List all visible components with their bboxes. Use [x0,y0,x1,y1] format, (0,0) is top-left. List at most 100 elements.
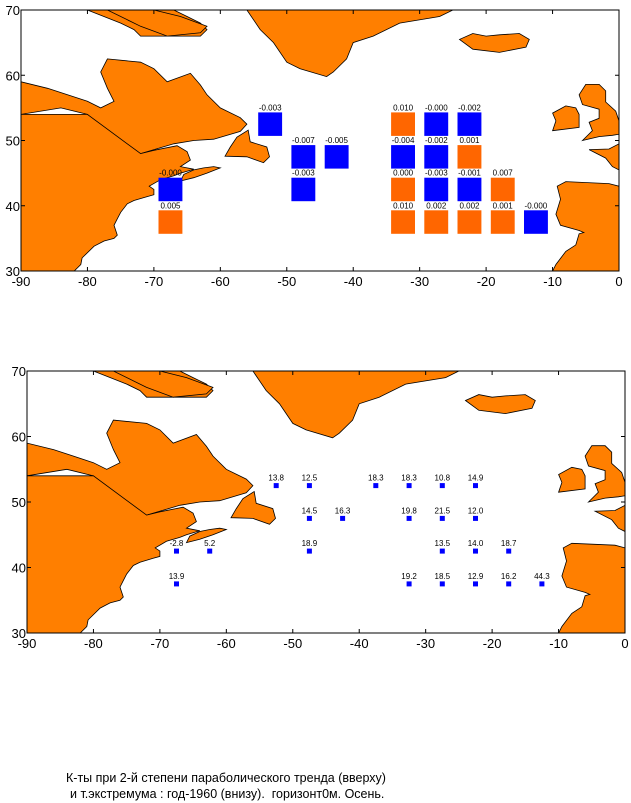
coefficient-label: -0.004 [392,136,415,145]
x-tick-label: -60 [211,274,230,289]
x-tick-label: -80 [84,636,103,651]
coefficient-label: -0.000 [159,169,182,178]
coefficient-label: -0.002 [458,103,481,112]
land-iceland [458,33,530,53]
extremum-label: 5.2 [204,539,216,548]
land-brittany [588,143,619,171]
land-coast [27,475,200,633]
coefficient-label: 0.002 [426,201,447,210]
land-britain [578,84,619,142]
land-newfoundland [230,490,276,525]
x-tick-label: -40 [344,274,363,289]
extremum-label: 14.5 [302,506,318,515]
extremum-point [306,483,312,489]
land-coast [21,114,194,271]
coefficient-cell [391,145,415,169]
coefficient-cell [457,112,482,136]
y-tick-label: 50 [12,495,26,510]
extremum-point [306,515,312,521]
extremum-label: 44.3 [534,572,550,581]
y-tick-label: 60 [12,430,26,445]
coefficient-cell [291,177,316,202]
x-tick-label: -80 [78,274,97,289]
x-tick-label: -20 [483,636,502,651]
x-tick-label: -60 [217,636,236,651]
caption-line-1: К-ты при 2-й степени параболического тре… [66,771,386,785]
coefficient-label: 0.001 [459,136,480,145]
coefficient-label: -0.000 [525,201,548,210]
extremum-point [439,548,445,554]
x-tick-label: -30 [416,636,435,651]
extremum-point [174,548,179,554]
extremum-label: 12.0 [468,506,484,515]
extremum-point [406,483,412,489]
y-tick-label: 70 [6,3,20,18]
y-tick-label: 70 [12,364,26,379]
coefficient-cell [424,145,449,169]
extremum-point [473,515,478,521]
extremum-point [273,483,279,489]
x-tick-label: -70 [145,274,164,289]
x-tick-label: 0 [615,274,622,289]
x-tick-label: 0 [621,636,628,651]
coefficient-cell [391,112,415,136]
extremum-point [439,581,445,587]
land-newfoundland [224,129,270,164]
x-tick-label: -90 [18,636,37,651]
land-britain [584,445,625,503]
top-map: -0.003 -0.007 -0.005 -0.003 -0.000 0.005 0.010… [6,3,623,289]
bottom-map: 13.8 12.5 18.3 18.3 10.8 14.9 14.5 16.3 19.8 21.5… [12,364,629,651]
extremum-point [439,515,445,521]
coefficient-label: -0.001 [458,169,481,178]
extremum-point [406,515,412,521]
coefficient-cell [424,210,449,234]
coefficient-label: 0.000 [393,169,414,178]
coefficient-cell [158,210,183,234]
y-tick-label: 40 [12,561,26,576]
x-tick-label: -30 [410,274,429,289]
coefficient-cell [457,145,482,169]
landmass-layer [21,10,619,271]
coefficient-cell [291,145,316,169]
coefficient-label: -0.007 [292,136,315,145]
coefficient-label: -0.003 [259,103,282,112]
extremum-point [439,483,445,489]
extremum-label: 12.5 [302,474,318,483]
extremum-label: 14.9 [468,474,484,483]
coefficient-cell [457,210,482,234]
extremum-label: 12.9 [468,572,484,581]
land-greenland [246,10,454,78]
coefficient-label: 0.010 [393,103,414,112]
coefficient-label: 0.010 [393,201,414,210]
extremum-label: 18.5 [435,572,451,581]
land-baffin [113,371,214,398]
coefficient-cell [457,177,482,202]
land-greenland [252,371,460,439]
extremum-point [406,581,412,587]
land-europe [558,542,625,633]
extremum-label: 13.8 [268,474,284,483]
coefficient-label: -0.002 [425,136,448,145]
coefficient-cell [158,177,183,202]
extremum-point [174,581,179,587]
land-ireland [552,105,580,132]
extremum-label: 14.0 [468,539,484,548]
extremum-label: 19.2 [401,572,417,581]
coefficient-cell [490,210,515,234]
land-america [27,371,254,633]
caption-line-2: и т.экстремума : год-1960 (внизу). гориз… [70,787,385,801]
extremum-label: 18.3 [401,474,417,483]
extremum-point [539,581,545,587]
coefficient-label: -0.000 [425,103,448,112]
extremum-point [473,581,478,587]
coefficient-label: -0.003 [292,169,315,178]
y-tick-label: 50 [6,134,20,149]
x-tick-label: -90 [12,274,31,289]
coefficient-cell [424,112,449,136]
coefficient-label: 0.002 [459,201,480,210]
extremum-point [506,548,512,554]
extremum-label: 13.9 [169,572,185,581]
extremum-label: 19.8 [401,506,417,515]
land-baffin [107,10,208,37]
land-ireland [558,466,586,493]
